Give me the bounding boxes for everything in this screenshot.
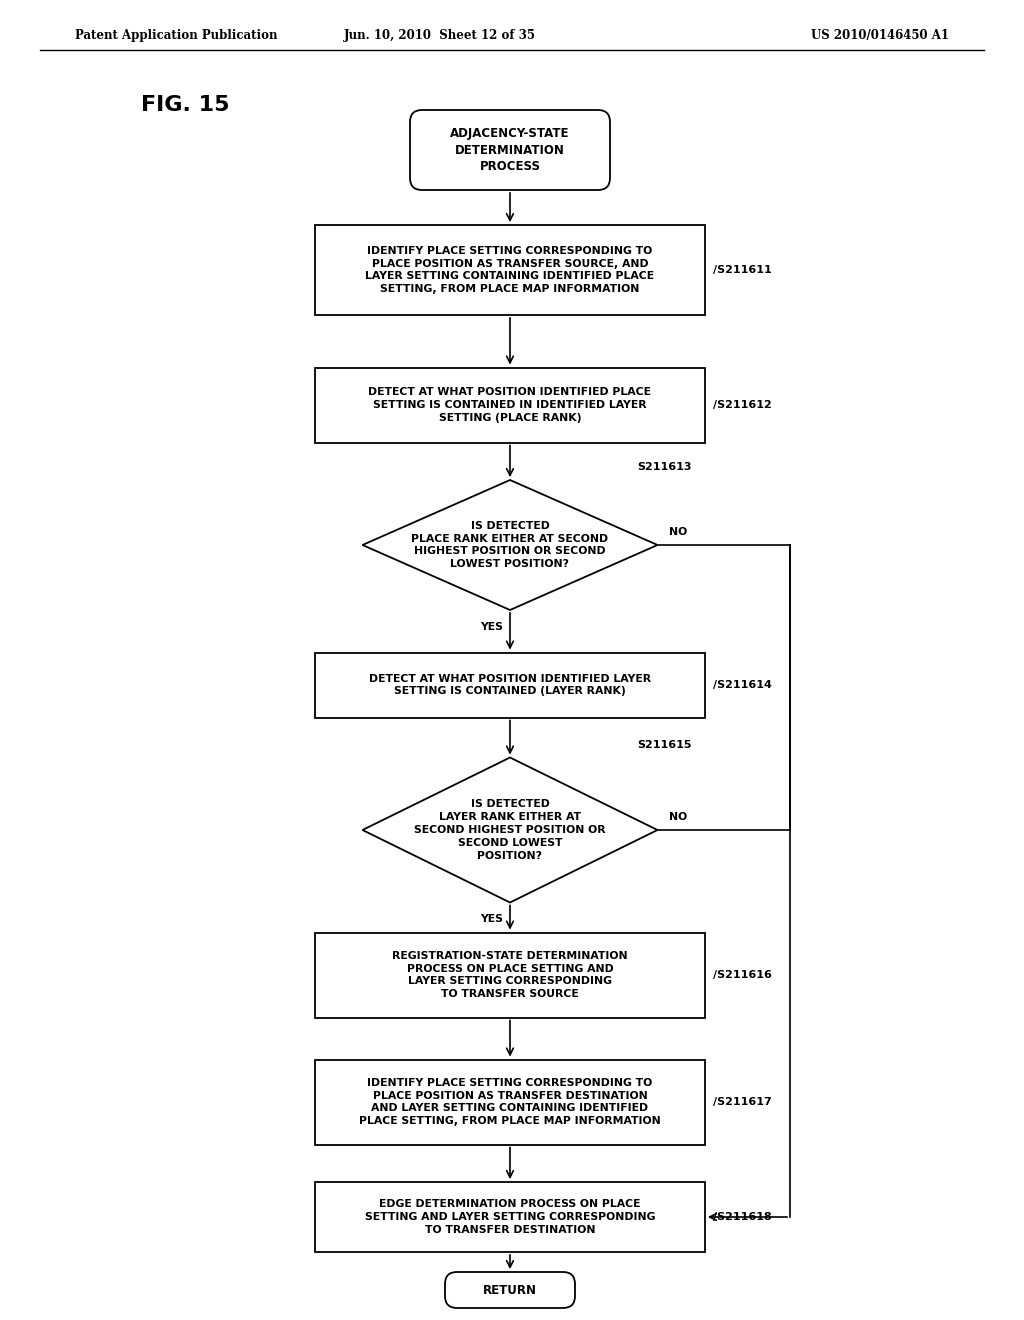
Text: ADJACENCY-STATE
DETERMINATION
PROCESS: ADJACENCY-STATE DETERMINATION PROCESS <box>451 127 569 173</box>
Bar <box>315 224 705 315</box>
Text: /S211616: /S211616 <box>713 970 772 979</box>
Text: S211615: S211615 <box>638 739 692 750</box>
Bar <box>315 1060 705 1144</box>
Text: IDENTIFY PLACE SETTING CORRESPONDING TO
PLACE POSITION AS TRANSFER SOURCE, AND
L: IDENTIFY PLACE SETTING CORRESPONDING TO … <box>366 246 654 294</box>
Bar <box>315 367 705 442</box>
Text: /S211617: /S211617 <box>713 1097 772 1107</box>
Text: IS DETECTED
LAYER RANK EITHER AT
SECOND HIGHEST POSITION OR
SECOND LOWEST
POSITI: IS DETECTED LAYER RANK EITHER AT SECOND … <box>414 800 606 861</box>
Text: YES: YES <box>480 915 504 924</box>
Text: /S211611: /S211611 <box>713 265 772 275</box>
Text: NO: NO <box>670 812 688 822</box>
Text: IDENTIFY PLACE SETTING CORRESPONDING TO
PLACE POSITION AS TRANSFER DESTINATION
A: IDENTIFY PLACE SETTING CORRESPONDING TO … <box>359 1078 660 1126</box>
Bar <box>315 652 705 718</box>
Text: IS DETECTED
PLACE RANK EITHER AT SECOND
HIGHEST POSITION OR SECOND
LOWEST POSITI: IS DETECTED PLACE RANK EITHER AT SECOND … <box>412 521 608 569</box>
Bar <box>315 1181 705 1251</box>
Text: DETECT AT WHAT POSITION IDENTIFIED LAYER
SETTING IS CONTAINED (LAYER RANK): DETECT AT WHAT POSITION IDENTIFIED LAYER… <box>369 673 651 697</box>
FancyBboxPatch shape <box>410 110 610 190</box>
Text: EDGE DETERMINATION PROCESS ON PLACE
SETTING AND LAYER SETTING CORRESPONDING
TO T: EDGE DETERMINATION PROCESS ON PLACE SETT… <box>365 1199 655 1234</box>
Text: REGISTRATION-STATE DETERMINATION
PROCESS ON PLACE SETTING AND
LAYER SETTING CORR: REGISTRATION-STATE DETERMINATION PROCESS… <box>392 950 628 999</box>
Text: S211613: S211613 <box>638 462 692 473</box>
Text: Patent Application Publication: Patent Application Publication <box>75 29 278 41</box>
Polygon shape <box>362 480 657 610</box>
Text: US 2010/0146450 A1: US 2010/0146450 A1 <box>811 29 949 41</box>
Bar <box>315 932 705 1018</box>
Text: NO: NO <box>670 527 688 537</box>
Polygon shape <box>362 758 657 903</box>
Text: /S211614: /S211614 <box>713 680 772 690</box>
Text: /S211612: /S211612 <box>713 400 772 411</box>
Text: /S211618: /S211618 <box>713 1212 772 1222</box>
Text: FIG. 15: FIG. 15 <box>140 95 229 115</box>
FancyBboxPatch shape <box>445 1272 575 1308</box>
Text: YES: YES <box>480 622 504 632</box>
Text: Jun. 10, 2010  Sheet 12 of 35: Jun. 10, 2010 Sheet 12 of 35 <box>344 29 537 41</box>
Text: RETURN: RETURN <box>483 1283 537 1296</box>
Text: DETECT AT WHAT POSITION IDENTIFIED PLACE
SETTING IS CONTAINED IN IDENTIFIED LAYE: DETECT AT WHAT POSITION IDENTIFIED PLACE… <box>369 387 651 422</box>
